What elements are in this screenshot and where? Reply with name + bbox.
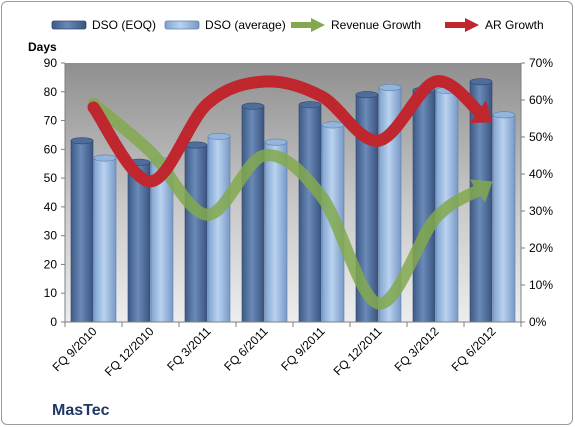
bar-dso-average-1 bbox=[93, 154, 117, 323]
y2-tick-label: 20% bbox=[529, 241, 553, 255]
y2-tick-label: 40% bbox=[529, 167, 553, 181]
line-ar-growth bbox=[87, 75, 493, 188]
y2-tick-label: 50% bbox=[529, 130, 553, 144]
y-tick-label: 30 bbox=[44, 229, 58, 243]
x-tick-label: FQ 9/2011 bbox=[278, 324, 328, 374]
y2-tick-label: 60% bbox=[529, 93, 553, 107]
bar-dso-eoq-7 bbox=[412, 86, 436, 323]
bar-dso-average-6 bbox=[378, 83, 402, 323]
line-revenue-growth bbox=[87, 97, 493, 310]
x-tick-label: FQ 6/2012 bbox=[449, 324, 499, 374]
bar-dso-average-4 bbox=[264, 138, 288, 323]
x-tick-label: FQ 12/2011 bbox=[331, 324, 385, 378]
y-tick-label: 40 bbox=[44, 200, 58, 214]
line-path-revenue-growth bbox=[87, 97, 487, 310]
y-tick-label: 60 bbox=[44, 142, 58, 156]
y2-tick-label: 70% bbox=[529, 56, 553, 70]
line-path-ar-growth bbox=[87, 75, 488, 188]
legend-item-revenue-growth: Revenue Growth bbox=[291, 18, 421, 32]
bar-dso-average-8 bbox=[492, 111, 516, 323]
legend-arrow-icon bbox=[465, 18, 479, 32]
x-tick-label: FQ 6/2011 bbox=[221, 324, 271, 374]
y-tick-label: 20 bbox=[44, 257, 58, 271]
legend-swatch bbox=[51, 20, 87, 30]
company-label: MasTec bbox=[52, 402, 110, 419]
y-tick-label: 70 bbox=[44, 114, 58, 128]
arrowhead-ar-growth bbox=[469, 100, 493, 124]
x-tick-label: FQ 12/2010 bbox=[102, 324, 157, 379]
arrowhead-revenue-growth bbox=[469, 179, 493, 203]
y2-tick-label: 0% bbox=[529, 315, 547, 329]
y-tick-label: 10 bbox=[44, 286, 58, 300]
legend-arrow-icon bbox=[311, 18, 325, 32]
bar-dso-average-3 bbox=[207, 132, 231, 323]
x-tick-label: FQ 3/2011 bbox=[164, 324, 214, 374]
legend-label: DSO (EOQ) bbox=[92, 18, 156, 32]
bar-dso-eoq-3 bbox=[184, 141, 208, 323]
legend: DSO (EOQ) DSO (average) Revenue Growth AR G… bbox=[51, 18, 544, 32]
y-tick-label: 90 bbox=[44, 56, 58, 70]
x-tick-label: FQ 3/2012 bbox=[392, 324, 442, 374]
legend-item-dso-average: DSO (average) bbox=[164, 18, 286, 32]
bar-dso-eoq-5 bbox=[298, 101, 322, 323]
legend-label: DSO (average) bbox=[205, 18, 286, 32]
line-layer bbox=[87, 75, 493, 310]
bar-layer bbox=[70, 78, 516, 323]
legend-item-dso-eoq: DSO (EOQ) bbox=[51, 18, 156, 32]
legend-label: Revenue Growth bbox=[331, 18, 421, 32]
legend-item-ar-growth: AR Growth bbox=[445, 18, 544, 32]
y-axis-title: Days bbox=[28, 40, 57, 54]
legend-swatch bbox=[164, 20, 200, 30]
x-tick-label: FQ 9/2010 bbox=[50, 324, 100, 374]
bar-dso-eoq-1 bbox=[70, 137, 94, 323]
legend-label: AR Growth bbox=[485, 18, 544, 32]
y2-tick-label: 30% bbox=[529, 204, 553, 218]
bar-dso-eoq-4 bbox=[241, 102, 265, 323]
y-tick-label: 50 bbox=[44, 171, 58, 185]
y-tick-label: 0 bbox=[50, 315, 57, 329]
y-tick-label: 80 bbox=[44, 85, 58, 99]
y2-tick-label: 10% bbox=[529, 278, 553, 292]
